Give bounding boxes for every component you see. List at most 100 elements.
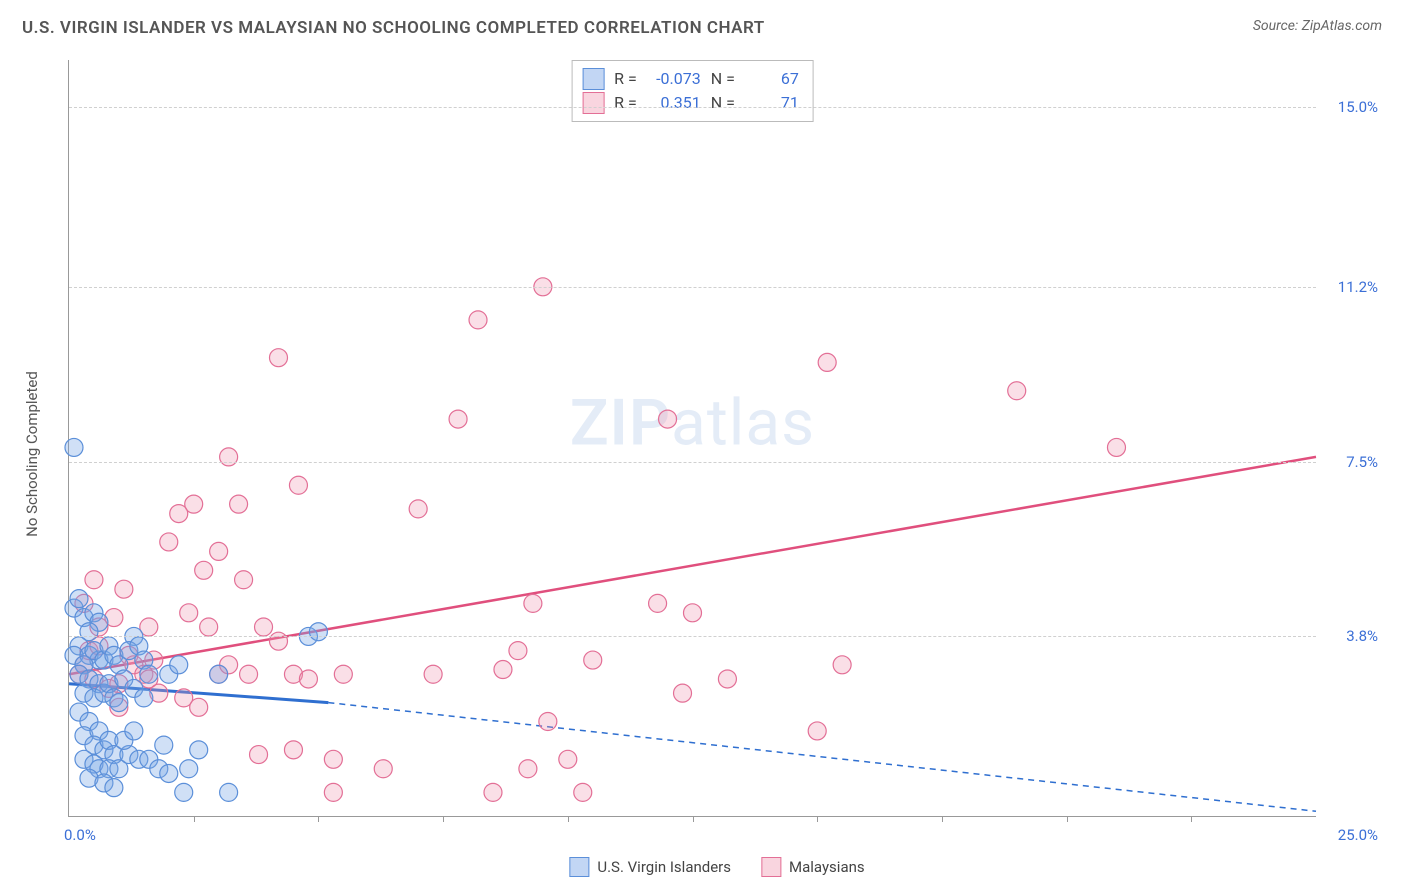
data-point — [240, 665, 258, 683]
x-max-label: 25.0% — [1338, 826, 1378, 844]
data-point — [519, 760, 537, 778]
points-layer — [69, 60, 1316, 816]
data-point — [210, 665, 228, 683]
data-point — [818, 353, 836, 371]
y-axis-title: No Schooling Completed — [23, 371, 41, 537]
data-point — [140, 665, 158, 683]
data-point — [574, 783, 592, 801]
data-point — [324, 750, 342, 768]
data-point — [235, 571, 253, 589]
data-point — [484, 783, 502, 801]
r-label: R = — [614, 67, 637, 91]
data-point — [284, 741, 302, 759]
data-point — [269, 349, 287, 367]
data-point — [649, 594, 667, 612]
gridline — [69, 462, 1316, 463]
data-point — [190, 698, 208, 716]
swatch-blue-icon — [582, 68, 604, 90]
bottom-legend: U.S. Virgin Islanders Malaysians — [569, 857, 864, 877]
legend-label-blue: U.S. Virgin Islanders — [597, 858, 731, 876]
data-point — [115, 580, 133, 598]
legend-label-pink: Malaysians — [789, 858, 865, 876]
data-point — [424, 665, 442, 683]
data-point — [539, 713, 557, 731]
data-point — [250, 746, 268, 764]
data-point — [718, 670, 736, 688]
x-tick — [693, 816, 694, 822]
data-point — [195, 561, 213, 579]
x-tick — [1067, 816, 1068, 822]
legend-item-pink: Malaysians — [761, 857, 865, 877]
data-point — [170, 656, 188, 674]
n-value-pink: 71 — [745, 91, 799, 115]
data-point — [324, 783, 342, 801]
data-point — [334, 665, 352, 683]
stats-box: R = -0.073 N = 67 R = 0.351 N = 71 — [571, 60, 814, 122]
stats-row-1: R = -0.073 N = 67 — [582, 67, 799, 91]
r-value-pink: 0.351 — [647, 91, 701, 115]
data-point — [230, 495, 248, 513]
data-point — [200, 618, 218, 636]
x-tick — [318, 816, 319, 822]
data-point — [70, 590, 88, 608]
gridline — [69, 636, 1316, 637]
chart-container: No Schooling Completed ZIPatlas R = -0.0… — [48, 60, 1386, 847]
y-tick-label: 3.8% — [1346, 627, 1378, 645]
data-point — [374, 760, 392, 778]
data-point — [180, 760, 198, 778]
data-point — [524, 594, 542, 612]
x-tick — [194, 816, 195, 822]
x-tick — [443, 816, 444, 822]
y-tick-label: 11.2% — [1338, 278, 1378, 296]
data-point — [210, 542, 228, 560]
data-point — [833, 656, 851, 674]
gridline — [69, 107, 1316, 108]
data-point — [808, 722, 826, 740]
y-tick-label: 15.0% — [1338, 98, 1378, 116]
y-tick-label: 7.5% — [1346, 453, 1378, 471]
x-min-label: 0.0% — [64, 826, 96, 844]
data-point — [1107, 438, 1125, 456]
data-point — [185, 495, 203, 513]
data-point — [684, 604, 702, 622]
data-point — [674, 684, 692, 702]
gridline — [69, 287, 1316, 288]
x-tick — [568, 816, 569, 822]
legend-swatch-blue-icon — [569, 857, 589, 877]
swatch-pink-icon — [582, 92, 604, 114]
data-point — [160, 533, 178, 551]
data-point — [220, 448, 238, 466]
data-point — [220, 783, 238, 801]
data-point — [65, 438, 83, 456]
legend-item-blue: U.S. Virgin Islanders — [569, 857, 731, 877]
data-point — [309, 623, 327, 641]
data-point — [255, 618, 273, 636]
data-point — [105, 779, 123, 797]
stats-row-2: R = 0.351 N = 71 — [582, 91, 799, 115]
n-value-blue: 67 — [745, 67, 799, 91]
data-point — [175, 783, 193, 801]
data-point — [269, 632, 287, 650]
data-point — [659, 410, 677, 428]
data-point — [509, 642, 527, 660]
data-point — [469, 311, 487, 329]
data-point — [155, 736, 173, 754]
data-point — [180, 604, 198, 622]
data-point — [1008, 382, 1026, 400]
n-label: N = — [711, 91, 735, 115]
r-value-blue: -0.073 — [647, 67, 701, 91]
data-point — [289, 476, 307, 494]
data-point — [559, 750, 577, 768]
data-point — [409, 500, 427, 518]
chart-title: U.S. VIRGIN ISLANDER VS MALAYSIAN NO SCH… — [22, 18, 765, 38]
x-tick — [942, 816, 943, 822]
data-point — [299, 670, 317, 688]
data-point — [449, 410, 467, 428]
x-tick — [817, 816, 818, 822]
data-point — [135, 689, 153, 707]
data-point — [110, 694, 128, 712]
r-label: R = — [614, 91, 637, 115]
data-point — [160, 764, 178, 782]
source-label: Source: ZipAtlas.com — [1253, 18, 1382, 34]
data-point — [125, 722, 143, 740]
